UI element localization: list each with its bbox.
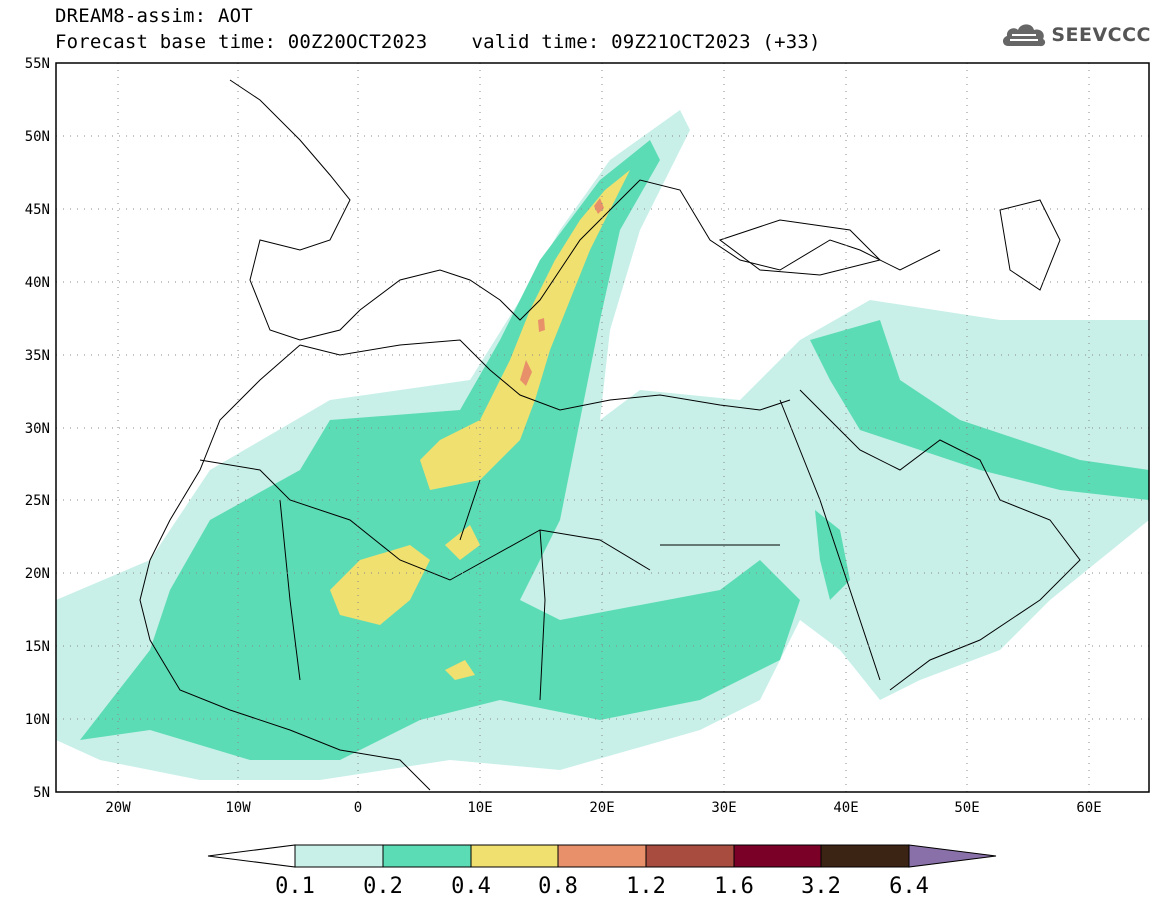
colorbar-segment-1-2 [645,844,735,868]
lat-tick-label: 25N [25,493,50,509]
colorbar-label: 0.8 [538,874,578,899]
lat-tick-label: 30N [25,421,50,437]
colorbar-segment-0-8 [557,844,647,868]
valid-time-label: valid time: 09Z21OCT2023 (+33) [471,31,821,53]
aot-field-0-4-sahara [330,545,430,625]
colorbar-segment-0-1 [294,844,384,868]
map-border [55,62,1150,793]
colorbar-label: 1.2 [626,874,666,899]
lat-axis: 5N 10N 15N 20N 25N 30N 35N 40N 45N 50N 5… [25,56,50,801]
colorbar-label: 3.2 [801,874,841,899]
lon-axis: 20W 10W 0 10E 20E 30E 40E 50E 60E [105,800,1101,816]
aot-field-0-4-niger [445,660,475,680]
lat-tick-label: 40N [25,275,50,291]
coastline-caspian [999,199,1061,291]
lat-tick-label: 35N [25,348,50,364]
lat-tick-label: 50N [25,129,50,145]
lon-tick-label: 20E [589,800,614,816]
cloud-icon [1003,24,1046,47]
lat-tick-label: 20N [25,566,50,582]
colorbar-label: 0.4 [451,874,491,899]
aot-field-0-8-tunisia [538,318,545,332]
coastlines [139,79,1081,791]
lon-tick-label: 40E [833,800,858,816]
colorbar-segment-3-2 [820,844,910,868]
lon-tick-label: 0 [354,800,362,816]
border-3 [539,529,546,701]
aot-field-0-4-corridor [420,170,630,490]
colorbar-over-arrow [908,844,997,868]
colorbar [207,844,997,868]
aot-field-0-2-east [810,320,1149,500]
border-2 [199,459,651,581]
coastline-arabia [799,389,1081,691]
border-5 [459,479,481,541]
lat-tick-label: 5N [33,785,50,801]
colorbar-label: 0.2 [363,874,403,899]
lat-tick-label: 15N [25,639,50,655]
border-1 [279,499,301,681]
lon-tick-label: 60E [1076,800,1101,816]
coastline-red-sea [779,399,881,681]
coastline-black-sea [718,219,881,276]
lat-tick-label: 45N [25,202,50,218]
logo-text: SEEVCCC [1051,24,1151,46]
lon-tick-label: 20W [105,800,131,816]
grid [56,63,1149,792]
aot-field-0-4-patch [445,525,480,560]
lon-tick-label: 10W [225,800,251,816]
lon-tick-label: 10E [467,800,492,816]
base-time-label: Forecast base time: 00Z20OCT2023 [55,31,428,53]
colorbar-segment-0-2 [382,844,472,868]
seevccc-logo: SEEVCCC [1000,20,1151,50]
map-title: DREAM8-assim: AOT [55,5,253,27]
coastline-europe [229,79,941,341]
colorbar-label: 0.1 [275,874,315,899]
colorbar-segment-0-4 [470,844,559,868]
coastline-north-africa [299,339,791,411]
time-info: Forecast base time: 00Z20OCT2023 valid ti… [55,32,821,52]
lon-tick-label: 50E [954,800,979,816]
colorbar-labels: 0.1 0.2 0.4 0.8 1.2 1.6 3.2 6.4 [275,874,929,899]
aot-field-0-2-redsea [815,510,850,600]
lat-tick-label: 10N [25,712,50,728]
lat-tick-label: 55N [25,56,50,72]
colorbar-label: 1.6 [714,874,754,899]
colorbar-segment-1-6 [733,844,822,868]
colorbar-under-arrow [207,844,296,868]
lon-tick-label: 30E [711,800,736,816]
aot-layer-0-4 [330,170,630,680]
colorbar-label: 6.4 [889,874,929,899]
coastline-west-africa [139,344,431,791]
aot-field-0-8-ionian [520,360,532,386]
